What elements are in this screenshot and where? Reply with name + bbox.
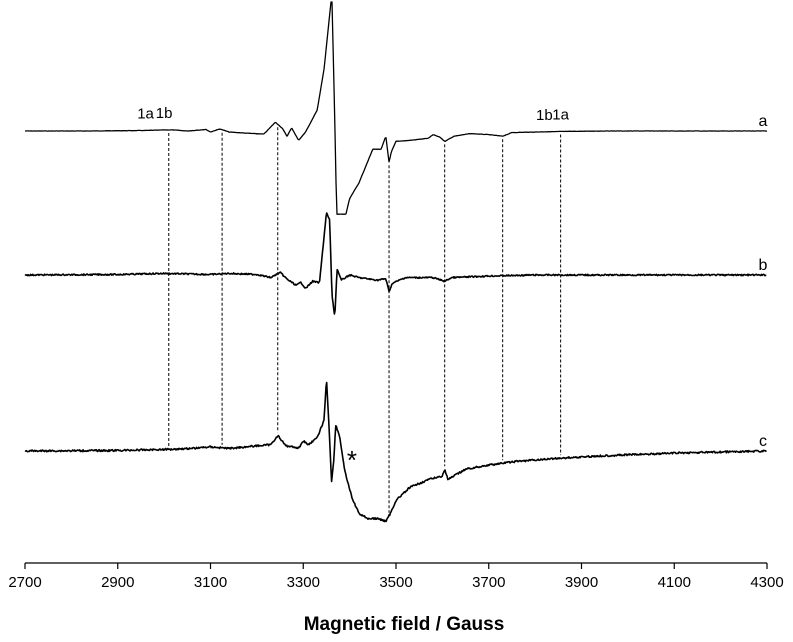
- x-tick-label: 2900: [101, 574, 134, 591]
- x-tick-label: 4100: [658, 574, 691, 591]
- x-tick-label: 3300: [287, 574, 320, 591]
- x-axis: 2700 2900 3100 3300 3500 3700 3900 4100 4300 Magn…: [8, 562, 784, 635]
- x-tick-label: 3700: [472, 574, 505, 591]
- trace-a: [25, 1, 768, 215]
- trace-b: [24, 212, 767, 315]
- reference-lines: [168, 127, 562, 513]
- peak-annotation: 1b: [536, 107, 553, 124]
- x-tick-label: 3900: [565, 574, 598, 591]
- x-tick-label: 3100: [194, 574, 227, 591]
- asterisk-annotation: *: [347, 445, 357, 475]
- trace-label-a: a: [759, 113, 768, 130]
- x-tick-label: 2700: [8, 574, 41, 591]
- trace-label-c: c: [759, 433, 767, 450]
- peak-annotation: 1a: [137, 105, 154, 122]
- trace-c: [24, 381, 767, 523]
- traces: [24, 1, 768, 523]
- x-axis-label: Magnetic field / Gauss: [304, 614, 505, 635]
- peak-annotation: 1b: [156, 105, 173, 122]
- trace-label-b: b: [759, 257, 768, 274]
- x-tick-label: 3500: [379, 574, 412, 591]
- x-tick-label: 4300: [750, 574, 783, 591]
- peak-annotation: 1a: [552, 106, 569, 123]
